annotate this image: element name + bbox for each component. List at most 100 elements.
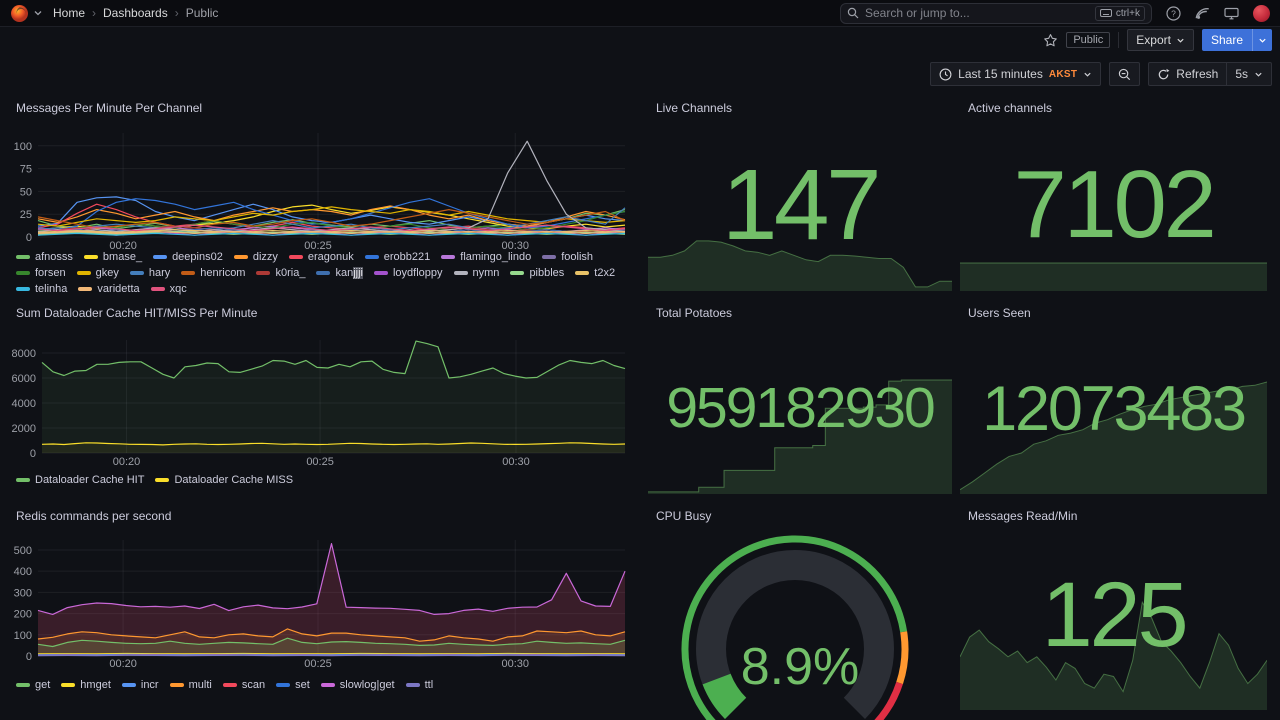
svg-text:2000: 2000 <box>12 423 36 435</box>
legend-label: xqc <box>169 283 187 295</box>
dataloader-chart[interactable]: 0 2000 4000 6000 8000 00:20 00:25 00:30 <box>8 300 636 470</box>
legend-item[interactable]: k0ria_ <box>256 267 305 279</box>
legend-item[interactable]: Dataloader Cache MISS <box>155 474 293 486</box>
panel-title[interactable]: Sum Dataloader Cache HIT/MISS Per Minute <box>16 306 258 320</box>
breadcrumb-dashboards[interactable]: Dashboards <box>103 6 168 20</box>
zoom-out-button[interactable] <box>1109 62 1141 86</box>
panel-title[interactable]: Live Channels <box>656 101 733 115</box>
help-button[interactable]: ? <box>1166 5 1181 21</box>
export-button[interactable]: Export <box>1127 29 1194 51</box>
svg-text:500: 500 <box>14 545 32 557</box>
legend-swatch <box>61 683 76 687</box>
live-channels-sparkline <box>648 240 952 291</box>
svg-text:00:25: 00:25 <box>304 658 332 670</box>
panel-title[interactable]: Active channels <box>968 101 1053 115</box>
legend-swatch <box>405 683 420 687</box>
refresh-button[interactable]: Refresh <box>1149 63 1226 85</box>
panel-title[interactable]: Messages Per Minute Per Channel <box>16 101 203 115</box>
legend-item[interactable]: multi <box>169 679 212 691</box>
grafana-logo-menu[interactable] <box>10 4 43 23</box>
legend-item[interactable]: Dataloader Cache HIT <box>16 474 144 486</box>
legend-label: telinha <box>35 283 68 295</box>
legend-label: get <box>35 679 51 691</box>
legend-item[interactable]: hary <box>129 267 170 279</box>
legend-label: bmase_ <box>102 251 143 263</box>
legend-swatch <box>222 683 237 687</box>
legend-item[interactable]: eragonuk <box>288 251 354 263</box>
share-button[interactable]: Share <box>1201 29 1252 51</box>
monitor-icon <box>1224 7 1239 19</box>
legend-item[interactable]: forsen <box>16 267 66 279</box>
legend-item[interactable]: afnosss <box>16 251 73 263</box>
messages-chart[interactable]: 0 25 50 75 100 00:20 00:25 00:30 <box>8 95 636 255</box>
share-menu-button[interactable] <box>1252 29 1272 51</box>
legend-swatch <box>373 271 388 275</box>
legend-swatch <box>153 255 168 259</box>
legend-item[interactable]: flamingo_lindo <box>441 251 531 263</box>
legend-item[interactable]: telinha <box>16 283 67 295</box>
legend-item[interactable]: loydfloppy <box>373 267 443 279</box>
refresh-interval-button[interactable]: 5s <box>1226 63 1271 85</box>
svg-text:100: 100 <box>14 630 32 642</box>
legend-item[interactable]: set <box>276 679 310 691</box>
svg-text:75: 75 <box>20 164 32 176</box>
panel-title[interactable]: Total Potatoes <box>656 306 733 320</box>
legend-item[interactable]: gkey <box>76 267 119 279</box>
legend-swatch <box>542 255 557 259</box>
svg-text:?: ? <box>1171 8 1176 18</box>
panel-title[interactable]: Users Seen <box>968 306 1031 320</box>
favorite-star-button[interactable] <box>1043 33 1058 48</box>
cpu-busy-value: 8.9% <box>740 638 860 696</box>
legend-item[interactable]: ttl <box>405 679 433 691</box>
search-input[interactable] <box>865 6 1089 20</box>
legend-swatch <box>169 683 184 687</box>
legend-item[interactable]: erobb221 <box>364 251 430 263</box>
legend-swatch <box>364 255 379 259</box>
panel-dataloader-cache: Sum Dataloader Cache HIT/MISS Per Minute… <box>8 300 636 490</box>
legend-swatch <box>316 271 331 275</box>
legend-item[interactable]: dizzy <box>233 251 278 263</box>
time-range-label: Last 15 minutes <box>958 67 1043 81</box>
legend-item[interactable]: henricom <box>181 267 245 279</box>
breadcrumb-home[interactable]: Home <box>53 6 86 20</box>
legend-label: Dataloader Cache MISS <box>174 474 294 486</box>
legend-item[interactable]: kanjjji <box>316 267 363 279</box>
legend-item[interactable]: hmget <box>61 679 111 691</box>
kiosk-mode-button[interactable] <box>1224 6 1239 21</box>
panel-title[interactable]: Messages Read/Min <box>968 509 1078 523</box>
legend-label: henricom <box>200 267 246 279</box>
search-icon <box>847 7 859 19</box>
legend-swatch <box>76 271 91 275</box>
legend-item[interactable]: scan <box>222 679 265 691</box>
legend-label: gkey <box>95 267 119 279</box>
legend-item[interactable]: pibbles <box>510 267 564 279</box>
legend-swatch <box>129 271 144 275</box>
panel-title[interactable]: CPU Busy <box>656 509 712 523</box>
panel-messages-read: Messages Read/Min 125 <box>960 503 1267 720</box>
legend-item[interactable]: varidetta <box>78 283 140 295</box>
legend-item[interactable]: bmase_ <box>83 251 143 263</box>
legend-item[interactable]: foolish <box>542 251 593 263</box>
svg-text:0: 0 <box>26 232 32 244</box>
search-box[interactable]: ctrl+k <box>840 2 1152 24</box>
refresh-interval: 5s <box>1235 67 1248 81</box>
legend-swatch <box>16 271 30 275</box>
redis-chart[interactable]: 0 100 200 300 400 500 00:20 00:25 00:30 <box>8 503 636 673</box>
legend-item[interactable]: deepins02 <box>153 251 223 263</box>
legend-item[interactable]: slowlog|get <box>320 679 395 691</box>
refresh-label: Refresh <box>1176 67 1219 81</box>
svg-text:00:25: 00:25 <box>304 240 332 252</box>
svg-text:00:20: 00:20 <box>113 456 141 468</box>
nav-right: ctrl+k ? <box>840 2 1270 24</box>
legend-item[interactable]: t2x2 <box>575 267 615 279</box>
panel-title[interactable]: Redis commands per second <box>16 509 172 523</box>
user-avatar[interactable] <box>1253 4 1270 22</box>
legend-label: nymn <box>472 267 500 279</box>
time-range-picker[interactable]: Last 15 minutes AKST <box>930 62 1102 86</box>
legend-item[interactable]: incr <box>121 679 159 691</box>
legend-item[interactable]: xqc <box>150 283 187 295</box>
legend-item[interactable]: nymn <box>453 267 500 279</box>
news-button[interactable] <box>1195 6 1210 21</box>
legend-item[interactable]: get <box>16 679 50 691</box>
